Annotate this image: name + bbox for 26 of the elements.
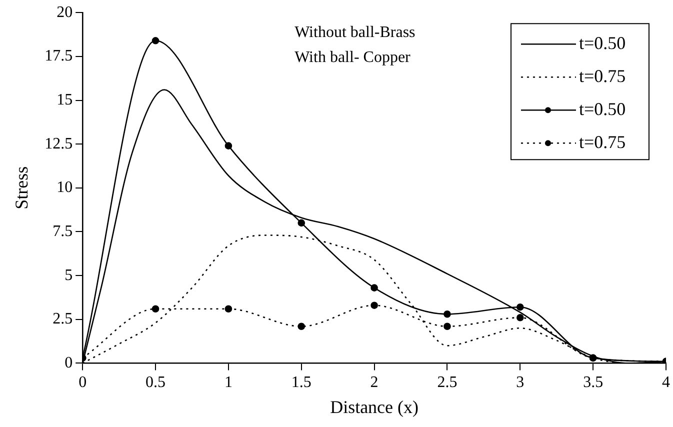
y-tick-label: 15 [56,91,73,108]
y-tick-label: 0 [64,354,73,372]
y-tick-label: 5 [64,266,73,284]
x-tick-label: 0.5 [146,374,166,392]
x-tick-label: 2.5 [437,374,458,392]
x-tick-label: 3.5 [583,374,604,392]
legend-label: t=0.75 [579,66,626,86]
annotation: Without ball-Brass [294,24,416,41]
x-tick-label: 3 [516,374,524,392]
y-axis-title: Stress [12,166,32,210]
annotation: With ball- Copper [294,48,412,66]
legend-label: t=0.50 [579,98,626,119]
x-tick-label: 2 [370,374,378,392]
y-tick-label: 17.5 [44,48,73,65]
y-tick-label: 10 [56,179,73,196]
x-tick-label: 1 [224,374,232,392]
x-tick-label: 4 [662,374,670,392]
x-tick-label: 0 [78,374,87,392]
y-tick-label: 12.5 [44,135,73,152]
y-tick-label: 7.5 [52,222,73,240]
x-axis-title: Distance (x) [330,396,419,417]
legend-label: t=0.50 [579,32,626,53]
y-tick-label: 2.5 [52,310,73,328]
y-tick-label: 20 [56,4,73,21]
legend-label: t=0.75 [579,132,626,152]
x-tick-label: 1.5 [291,374,312,392]
